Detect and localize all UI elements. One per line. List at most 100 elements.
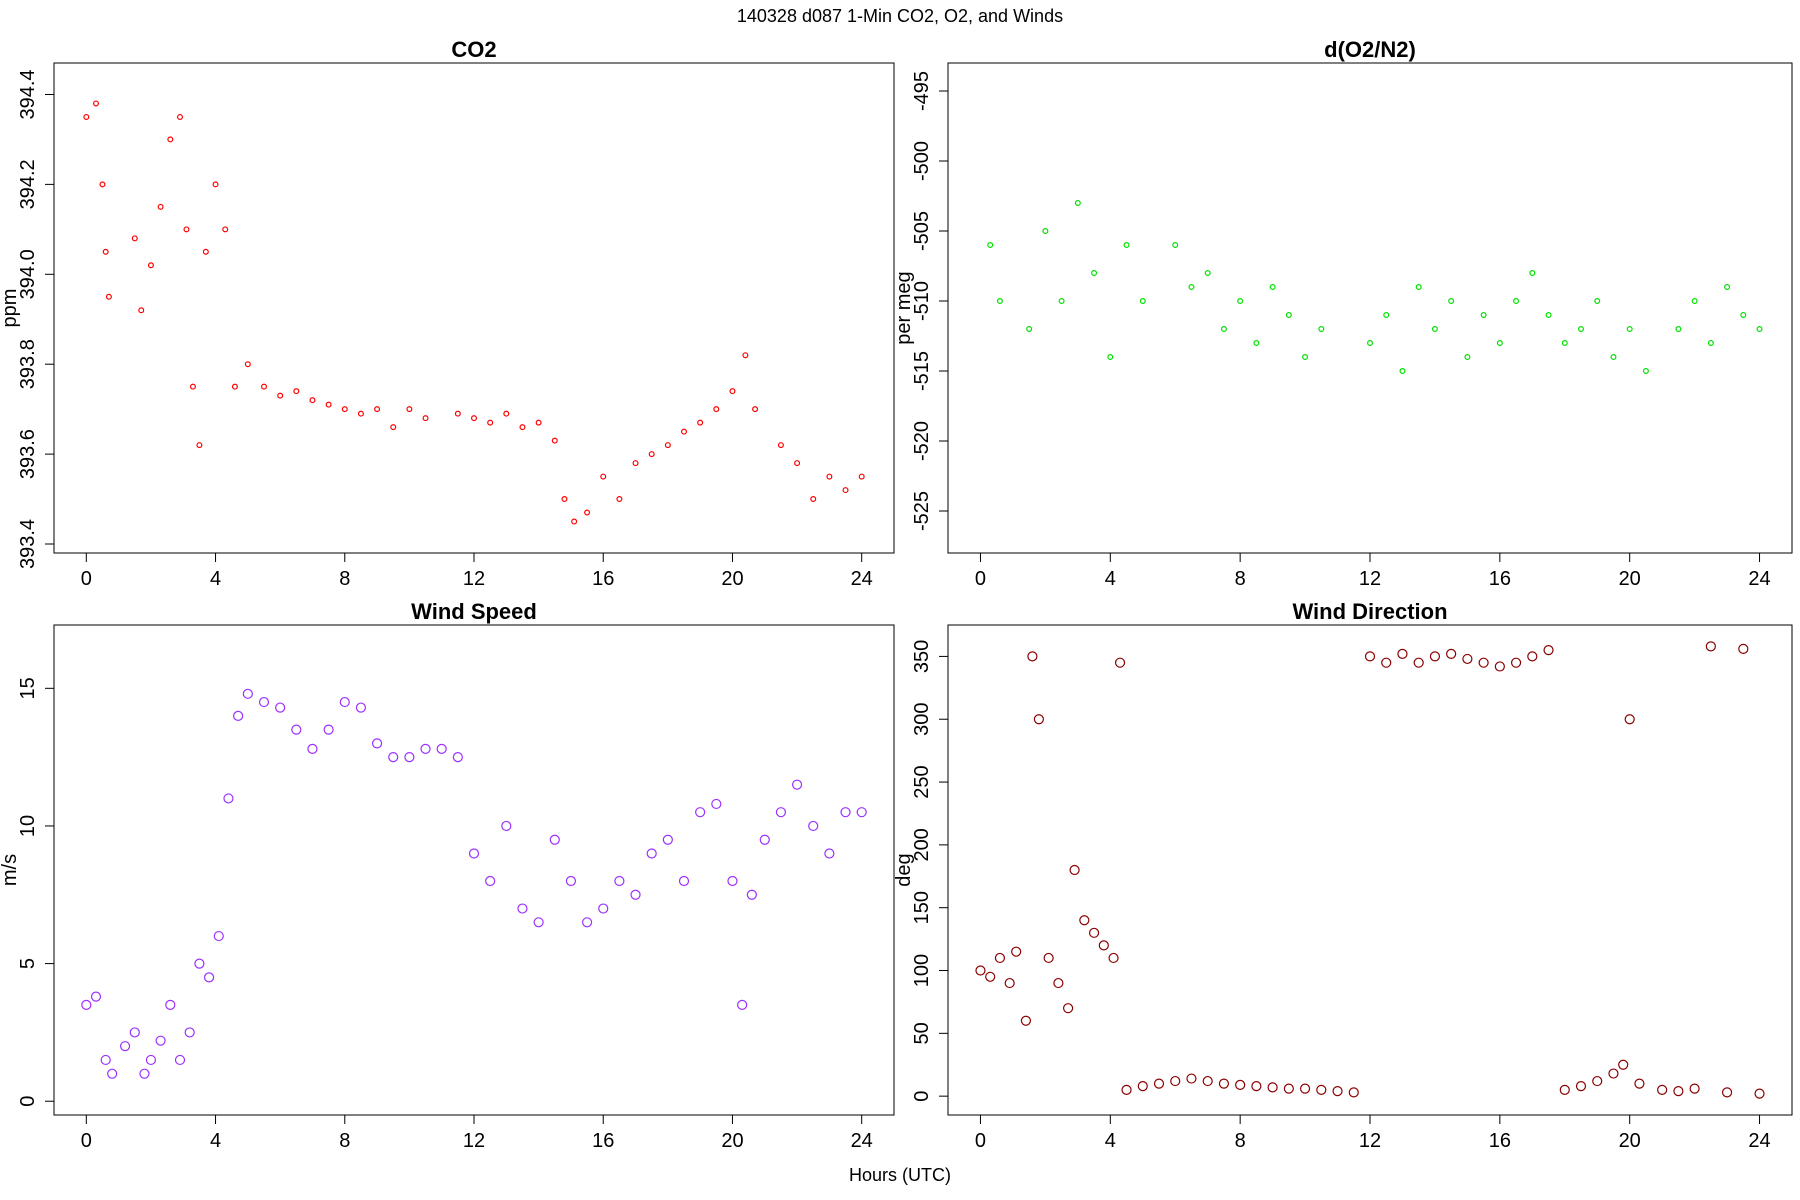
data-point — [1383, 312, 1390, 319]
data-point — [1079, 915, 1090, 926]
data-point — [155, 1035, 166, 1046]
data-point — [81, 999, 92, 1010]
data-point — [1058, 298, 1065, 305]
y-tick-label: 350 — [911, 640, 933, 673]
data-point — [616, 496, 623, 503]
data-point — [1088, 927, 1100, 938]
y-tick-label: 200 — [911, 828, 933, 861]
data-point — [1413, 657, 1424, 668]
data-point — [695, 807, 706, 818]
y-tick-label: -505 — [911, 211, 933, 251]
y-axis-label: per meg — [893, 271, 915, 344]
data-point — [777, 442, 784, 449]
data-point — [662, 834, 673, 845]
data-point — [454, 410, 461, 417]
y-tick-label: 15 — [17, 677, 39, 699]
data-point — [420, 743, 431, 754]
plot-frame — [53, 624, 895, 1116]
y-tick-label: 250 — [911, 765, 933, 798]
data-point — [1429, 651, 1441, 662]
x-tick-label: 12 — [463, 1130, 485, 1152]
x-tick-label: 8 — [339, 1130, 350, 1152]
data-point — [1043, 952, 1054, 964]
data-point — [90, 991, 102, 1002]
data-point — [775, 807, 787, 818]
data-point — [138, 307, 145, 314]
data-point — [1689, 1083, 1700, 1094]
data-point — [177, 113, 184, 120]
y-tick-label: -495 — [911, 71, 933, 111]
data-point — [1675, 326, 1682, 333]
data-point — [727, 875, 738, 887]
data-point — [549, 834, 560, 845]
data-point — [746, 889, 757, 900]
data-point — [174, 1054, 186, 1066]
data-point — [1285, 312, 1292, 319]
data-point — [1269, 284, 1276, 291]
data-point — [697, 419, 704, 426]
data-point — [1756, 326, 1763, 333]
data-point — [404, 752, 415, 763]
data-point — [571, 518, 578, 525]
data-point — [1496, 340, 1503, 347]
data-point — [1724, 284, 1731, 291]
y-tick-label: 394.4 — [17, 69, 39, 119]
data-point — [1318, 326, 1325, 333]
data-point — [1592, 1075, 1603, 1087]
x-tick-label: 20 — [721, 568, 743, 590]
y-tick-label: 150 — [911, 891, 933, 924]
data-point — [1510, 657, 1522, 668]
data-point — [1202, 1075, 1213, 1087]
data-point — [630, 889, 641, 900]
data-point — [291, 724, 302, 735]
data-point — [1107, 354, 1114, 361]
data-point — [985, 971, 996, 982]
data-point — [107, 1068, 118, 1079]
data-point — [713, 406, 720, 413]
data-point — [390, 424, 397, 431]
data-point — [598, 903, 609, 914]
data-point — [139, 1068, 150, 1079]
data-point — [1302, 354, 1309, 361]
data-point — [742, 352, 749, 359]
chart-panel-3: Wind Direction 0 4 8 12 16 20 24 0 50 100 150 200 250… — [893, 599, 1793, 1152]
data-point — [147, 262, 154, 269]
data-point — [105, 293, 112, 300]
data-point — [167, 136, 174, 143]
data-point — [987, 242, 994, 249]
data-point — [293, 388, 300, 395]
data-point — [231, 383, 238, 390]
data-point — [1431, 326, 1438, 333]
data-point — [471, 415, 478, 422]
data-point — [213, 930, 224, 942]
chart-panel-0: CO2 0 4 8 12 16 20 24 393.4 393.6 393.8 394.0 394.2 3… — [0, 37, 895, 590]
data-point — [1253, 340, 1260, 347]
data-point — [1626, 326, 1633, 333]
data-point — [1464, 354, 1471, 361]
data-point — [1561, 340, 1568, 347]
y-tick-label: 50 — [911, 1022, 933, 1044]
data-point — [501, 820, 512, 832]
data-point — [1478, 657, 1489, 668]
plot-frame — [947, 624, 1793, 1116]
x-tick-label: 12 — [463, 568, 485, 590]
panel-title: CO2 — [451, 37, 496, 62]
y-tick-label: -510 — [911, 281, 933, 321]
data-point — [1027, 651, 1038, 662]
data-point — [222, 226, 229, 233]
data-point — [1448, 298, 1455, 305]
data-point — [357, 410, 364, 417]
data-point — [1740, 312, 1747, 319]
data-point — [517, 903, 528, 914]
y-tick-label: 393.4 — [17, 519, 39, 569]
data-point — [258, 696, 270, 708]
x-tick-label: 16 — [592, 1130, 614, 1152]
data-point — [1042, 228, 1049, 235]
x-tick-label: 24 — [1748, 568, 1770, 590]
data-point — [194, 958, 205, 969]
data-point — [1020, 1015, 1032, 1026]
data-point — [119, 1041, 131, 1052]
data-point — [664, 442, 671, 449]
data-point — [752, 406, 759, 413]
